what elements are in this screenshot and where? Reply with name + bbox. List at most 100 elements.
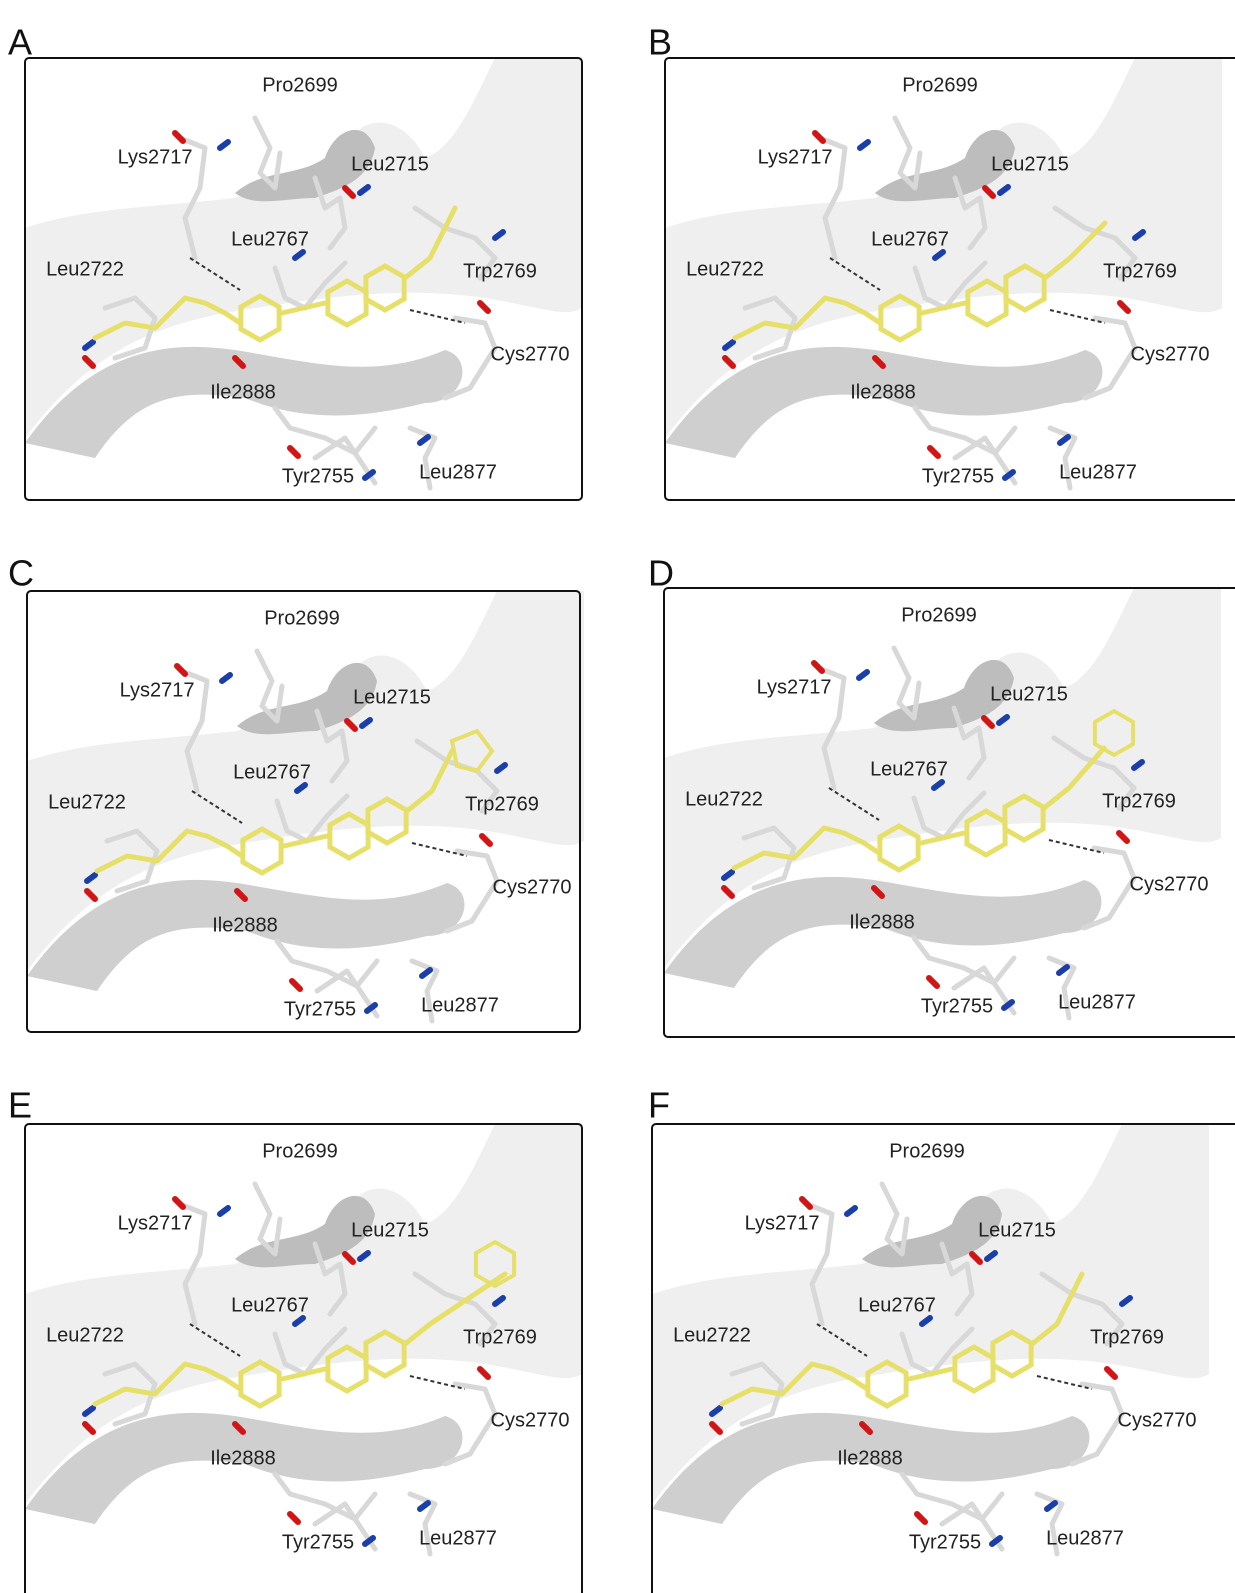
panel: Pro2699 Lys2717 Leu2715 Leu2767 Leu2722 Trp27… bbox=[664, 588, 1235, 1037]
residue-label: Leu2722 bbox=[46, 258, 124, 280]
stick bbox=[930, 448, 938, 456]
stick bbox=[929, 978, 937, 986]
residue-label: Leu2715 bbox=[353, 686, 431, 708]
residue-label: Lys2717 bbox=[745, 1212, 820, 1234]
residue-label: Pro2699 bbox=[889, 1140, 965, 1162]
stick bbox=[257, 651, 282, 721]
residue-label: Leu2715 bbox=[351, 153, 429, 175]
residue-label: Leu2767 bbox=[871, 228, 949, 250]
residue-label: Leu2722 bbox=[46, 1324, 124, 1346]
stick bbox=[1107, 1369, 1115, 1377]
residue-label: Tyr2755 bbox=[921, 995, 993, 1017]
residue-label: Lys2717 bbox=[118, 146, 193, 168]
panel: Pro2699 Lys2717 Leu2715 Leu2767 Leu2722 Trp27… bbox=[652, 1124, 1235, 1593]
stick bbox=[290, 448, 298, 456]
residue-label: Lys2717 bbox=[757, 676, 832, 698]
stick bbox=[480, 1369, 488, 1377]
stick bbox=[480, 303, 488, 311]
residue-label: Tyr2755 bbox=[909, 1531, 981, 1553]
panel-letter: C bbox=[8, 553, 34, 594]
residue-label: Cys2770 bbox=[493, 876, 572, 898]
residue-label: Leu2767 bbox=[870, 758, 948, 780]
panel-content: Pro2699 Lys2717 Leu2715 Leu2767 Leu2722 Trp27… bbox=[25, 1124, 582, 1593]
panel: Pro2699Lys2717Leu2715Leu2767Leu2722Trp27… bbox=[25, 58, 582, 500]
residue-label: Leu2877 bbox=[419, 461, 497, 483]
residue-label: Tyr2755 bbox=[282, 1531, 354, 1553]
residue-label: Ile2888 bbox=[837, 1447, 903, 1469]
stick bbox=[222, 675, 230, 681]
residue-label: Ile2888 bbox=[210, 381, 276, 403]
stick bbox=[802, 1199, 810, 1207]
residue-label: Leu2715 bbox=[978, 1219, 1056, 1241]
stick bbox=[859, 672, 867, 678]
residue-label: Tyr2755 bbox=[284, 998, 356, 1020]
residue-label: Pro2699 bbox=[264, 607, 340, 629]
residue-label: Leu2877 bbox=[1058, 991, 1136, 1013]
stick bbox=[815, 133, 823, 141]
stick bbox=[1060, 437, 1068, 443]
residue-label: Trp2769 bbox=[1102, 790, 1176, 812]
residue-label: Leu2767 bbox=[231, 1294, 309, 1316]
residue-label: Tyr2755 bbox=[922, 465, 994, 487]
residue-label: Trp2769 bbox=[1103, 260, 1177, 282]
residue-label: Leu2767 bbox=[231, 228, 309, 250]
stick bbox=[420, 1503, 428, 1509]
stick bbox=[420, 437, 428, 443]
stick bbox=[917, 1514, 925, 1522]
stick bbox=[290, 1514, 298, 1522]
residue-label: Cys2770 bbox=[1118, 1409, 1197, 1431]
residue-label: Leu2767 bbox=[233, 761, 311, 783]
stick bbox=[882, 1184, 907, 1254]
residue-label: Lys2717 bbox=[758, 146, 833, 168]
residue-label: Leu2767 bbox=[858, 1294, 936, 1316]
residue-label: Trp2769 bbox=[463, 1326, 537, 1348]
residue-label: Leu2722 bbox=[673, 1324, 751, 1346]
stick bbox=[482, 836, 490, 844]
panel-letter: A bbox=[8, 22, 32, 63]
residue-label: Trp2769 bbox=[1090, 1326, 1164, 1348]
panel-letter: E bbox=[8, 1085, 32, 1126]
panel-letter: B bbox=[648, 22, 672, 63]
stick bbox=[895, 118, 920, 188]
residue-label: Lys2717 bbox=[118, 1212, 193, 1234]
stick bbox=[175, 133, 183, 141]
stick bbox=[1120, 303, 1128, 311]
stick bbox=[1119, 833, 1127, 841]
residue-label: Leu2715 bbox=[990, 683, 1068, 705]
residue-label: Leu2722 bbox=[686, 258, 764, 280]
residue-label: Ile2888 bbox=[849, 911, 915, 933]
stick bbox=[814, 663, 822, 671]
residue-label: Ile2888 bbox=[210, 1447, 276, 1469]
stick bbox=[175, 1199, 183, 1207]
residue-label: Trp2769 bbox=[465, 793, 539, 815]
panel: Pro2699 Lys2717 Leu2715 Leu2767 Leu2722 Trp27… bbox=[25, 1124, 582, 1593]
residue-label: Leu2877 bbox=[1059, 461, 1137, 483]
residue-label: Pro2699 bbox=[262, 1140, 338, 1162]
figure: A Pro2699 Lys2717 Leu2715 Leu2767 Leu2722 Trp2… bbox=[0, 0, 1235, 1593]
residue-label: Leu2715 bbox=[351, 1219, 429, 1241]
panel-content: Pro2699 Lys2717 Leu2715 Leu2767 Leu2722 Trp27… bbox=[652, 1124, 1235, 1593]
panel-content: Pro2699Lys2717Leu2715Leu2767Leu2722Trp27… bbox=[25, 58, 582, 500]
residue-label: Cys2770 bbox=[491, 343, 570, 365]
residue-label: Leu2715 bbox=[991, 153, 1069, 175]
residue-label: Leu2722 bbox=[48, 791, 126, 813]
stick bbox=[255, 1184, 280, 1254]
stick bbox=[292, 981, 300, 989]
stick bbox=[177, 666, 185, 674]
residue-label: Cys2770 bbox=[1130, 873, 1209, 895]
stick bbox=[847, 1208, 855, 1214]
stick bbox=[860, 142, 868, 148]
panel-letter: F bbox=[648, 1085, 670, 1126]
residue-label: Cys2770 bbox=[1131, 343, 1210, 365]
stick bbox=[1047, 1503, 1055, 1509]
residue-label: Pro2699 bbox=[901, 604, 977, 626]
residue-label: Leu2722 bbox=[685, 788, 763, 810]
residue-label: Leu2877 bbox=[419, 1527, 497, 1549]
residue-label: Ile2888 bbox=[850, 381, 916, 403]
residue-label: Pro2699 bbox=[262, 74, 338, 96]
stick bbox=[220, 1208, 228, 1214]
panel: Pro2699Lys2717Leu2715Leu2767Leu2722Trp27… bbox=[27, 591, 584, 1032]
stick bbox=[1059, 967, 1067, 973]
residue-label: Cys2770 bbox=[491, 1409, 570, 1431]
